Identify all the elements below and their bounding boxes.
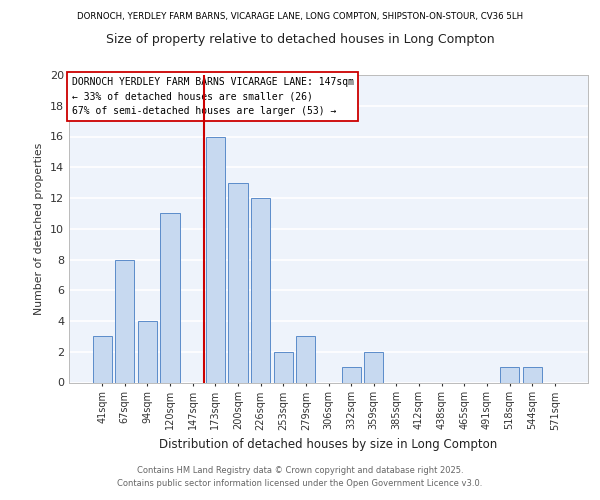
Bar bbox=[229, 182, 248, 382]
Bar bbox=[92, 336, 112, 382]
Bar bbox=[364, 352, 383, 382]
Text: DORNOCH YERDLEY FARM BARNS VICARAGE LANE: 147sqm
← 33% of detached houses are sm: DORNOCH YERDLEY FARM BARNS VICARAGE LANE… bbox=[71, 76, 353, 116]
Bar bbox=[206, 136, 225, 382]
Text: Contains HM Land Registry data © Crown copyright and database right 2025.
Contai: Contains HM Land Registry data © Crown c… bbox=[118, 466, 482, 487]
Bar bbox=[251, 198, 270, 382]
Text: Size of property relative to detached houses in Long Compton: Size of property relative to detached ho… bbox=[106, 32, 494, 46]
Bar bbox=[115, 260, 134, 382]
X-axis label: Distribution of detached houses by size in Long Compton: Distribution of detached houses by size … bbox=[160, 438, 497, 451]
Text: DORNOCH, YERDLEY FARM BARNS, VICARAGE LANE, LONG COMPTON, SHIPSTON-ON-STOUR, CV3: DORNOCH, YERDLEY FARM BARNS, VICARAGE LA… bbox=[77, 12, 523, 22]
Bar bbox=[274, 352, 293, 382]
Bar bbox=[500, 367, 519, 382]
Bar bbox=[296, 336, 316, 382]
Bar bbox=[160, 214, 180, 382]
Bar bbox=[138, 321, 157, 382]
Bar bbox=[523, 367, 542, 382]
Bar bbox=[341, 367, 361, 382]
Y-axis label: Number of detached properties: Number of detached properties bbox=[34, 142, 44, 315]
